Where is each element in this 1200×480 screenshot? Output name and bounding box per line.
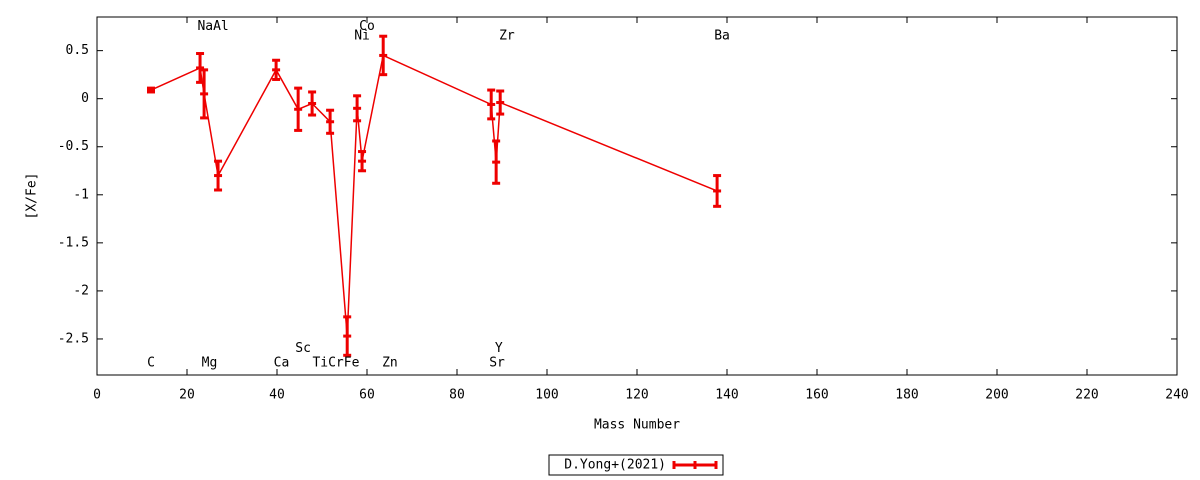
y-tick-label: 0.5 [66,43,89,58]
element-label: Y [495,341,503,356]
element-label: Ca [274,355,290,370]
element-label: Sc [295,341,311,356]
y-tick-label: -0.5 [58,139,89,154]
series-line [150,54,718,337]
element-label: Ni [354,29,370,44]
x-tick-label: 220 [1075,388,1098,403]
element-label: Sr [489,355,505,370]
y-tick-label: -1 [73,187,89,202]
y-axis-label: [X/Fe] [25,173,40,220]
x-tick-label: 120 [625,388,648,403]
y-tick-label: -2.5 [58,331,89,346]
x-tick-label: 100 [535,388,558,403]
legend-label: D.Yong+(2021) [564,458,666,473]
element-label: NaAl [197,19,228,34]
plot-frame [96,16,1178,376]
element-label: C [147,355,155,370]
x-tick-label: 80 [449,388,465,403]
x-tick-label: 0 [93,388,101,403]
x-tick-label: 40 [269,388,285,403]
y-tick-label: -1.5 [58,235,89,250]
element-label: TiCrFe [312,355,359,370]
x-tick-label: 140 [715,388,738,403]
element-label: Ba [714,29,730,44]
x-tick-label: 60 [359,388,375,403]
x-tick-label: 200 [985,388,1008,403]
element-label: Mg [202,355,218,370]
x-tick-label: 180 [895,388,918,403]
x-axis-label: Mass Number [594,418,680,433]
x-tick-label: 240 [1165,388,1188,403]
y-tick-label: 0 [81,91,89,106]
legend-box [548,454,724,476]
element-label: Zn [382,355,398,370]
element-label: Co [359,19,375,34]
y-tick-label: -2 [73,283,89,298]
element-label: Zr [499,29,515,44]
x-tick-label: 160 [805,388,828,403]
x-tick-label: 20 [179,388,195,403]
